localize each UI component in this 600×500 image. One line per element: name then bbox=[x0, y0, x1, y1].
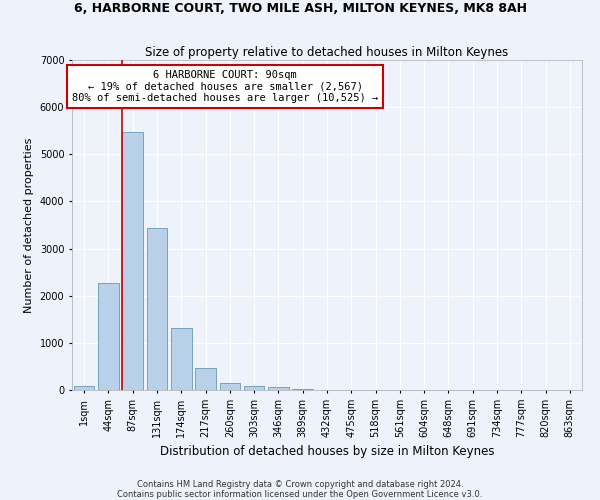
Bar bbox=[146, 228, 167, 390]
Bar bbox=[195, 368, 216, 390]
Bar bbox=[74, 386, 94, 390]
Text: Contains HM Land Registry data © Crown copyright and database right 2024.
Contai: Contains HM Land Registry data © Crown c… bbox=[118, 480, 482, 499]
Y-axis label: Number of detached properties: Number of detached properties bbox=[24, 138, 34, 312]
Title: Size of property relative to detached houses in Milton Keynes: Size of property relative to detached ho… bbox=[145, 46, 509, 59]
X-axis label: Distribution of detached houses by size in Milton Keynes: Distribution of detached houses by size … bbox=[160, 446, 494, 458]
Text: 6 HARBORNE COURT: 90sqm
← 19% of detached houses are smaller (2,567)
80% of semi: 6 HARBORNE COURT: 90sqm ← 19% of detache… bbox=[72, 70, 378, 103]
Bar bbox=[268, 388, 289, 390]
Bar bbox=[244, 386, 265, 390]
Bar bbox=[122, 132, 143, 390]
Bar bbox=[98, 282, 119, 390]
Bar bbox=[171, 328, 191, 390]
Bar bbox=[292, 388, 313, 390]
Text: 6, HARBORNE COURT, TWO MILE ASH, MILTON KEYNES, MK8 8AH: 6, HARBORNE COURT, TWO MILE ASH, MILTON … bbox=[74, 2, 527, 16]
Bar bbox=[220, 382, 240, 390]
